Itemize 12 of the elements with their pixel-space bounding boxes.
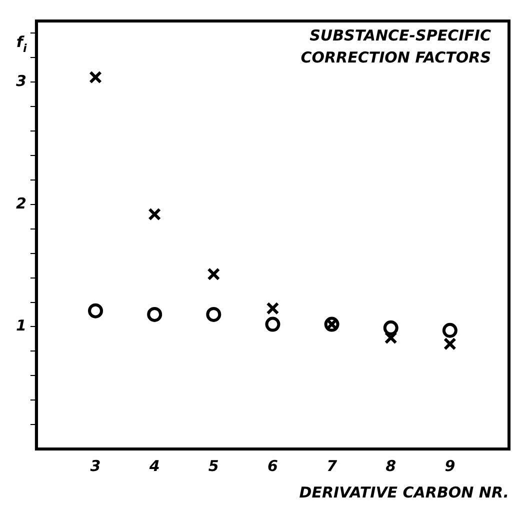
y-tick-label: 3 <box>16 72 26 90</box>
x-tick-label: 3 <box>90 456 101 475</box>
x-tick-label: 6 <box>268 456 278 475</box>
text: SUBSTANCE-SPECIFIC CORRECTION FACTORS <box>300 26 491 66</box>
x-tick-label: 7 <box>326 456 338 475</box>
y-tick-label: 1 <box>16 316 26 335</box>
y-tick-label: 2 <box>16 194 26 212</box>
x-tick-label: 9 <box>444 456 456 475</box>
x-tick-label: 8 <box>386 456 396 475</box>
x-axis-title: DERIVATIVE CARBON NR. <box>299 483 509 502</box>
x-tick-label: 4 <box>148 456 160 475</box>
x-tick-label: 5 <box>208 456 219 475</box>
